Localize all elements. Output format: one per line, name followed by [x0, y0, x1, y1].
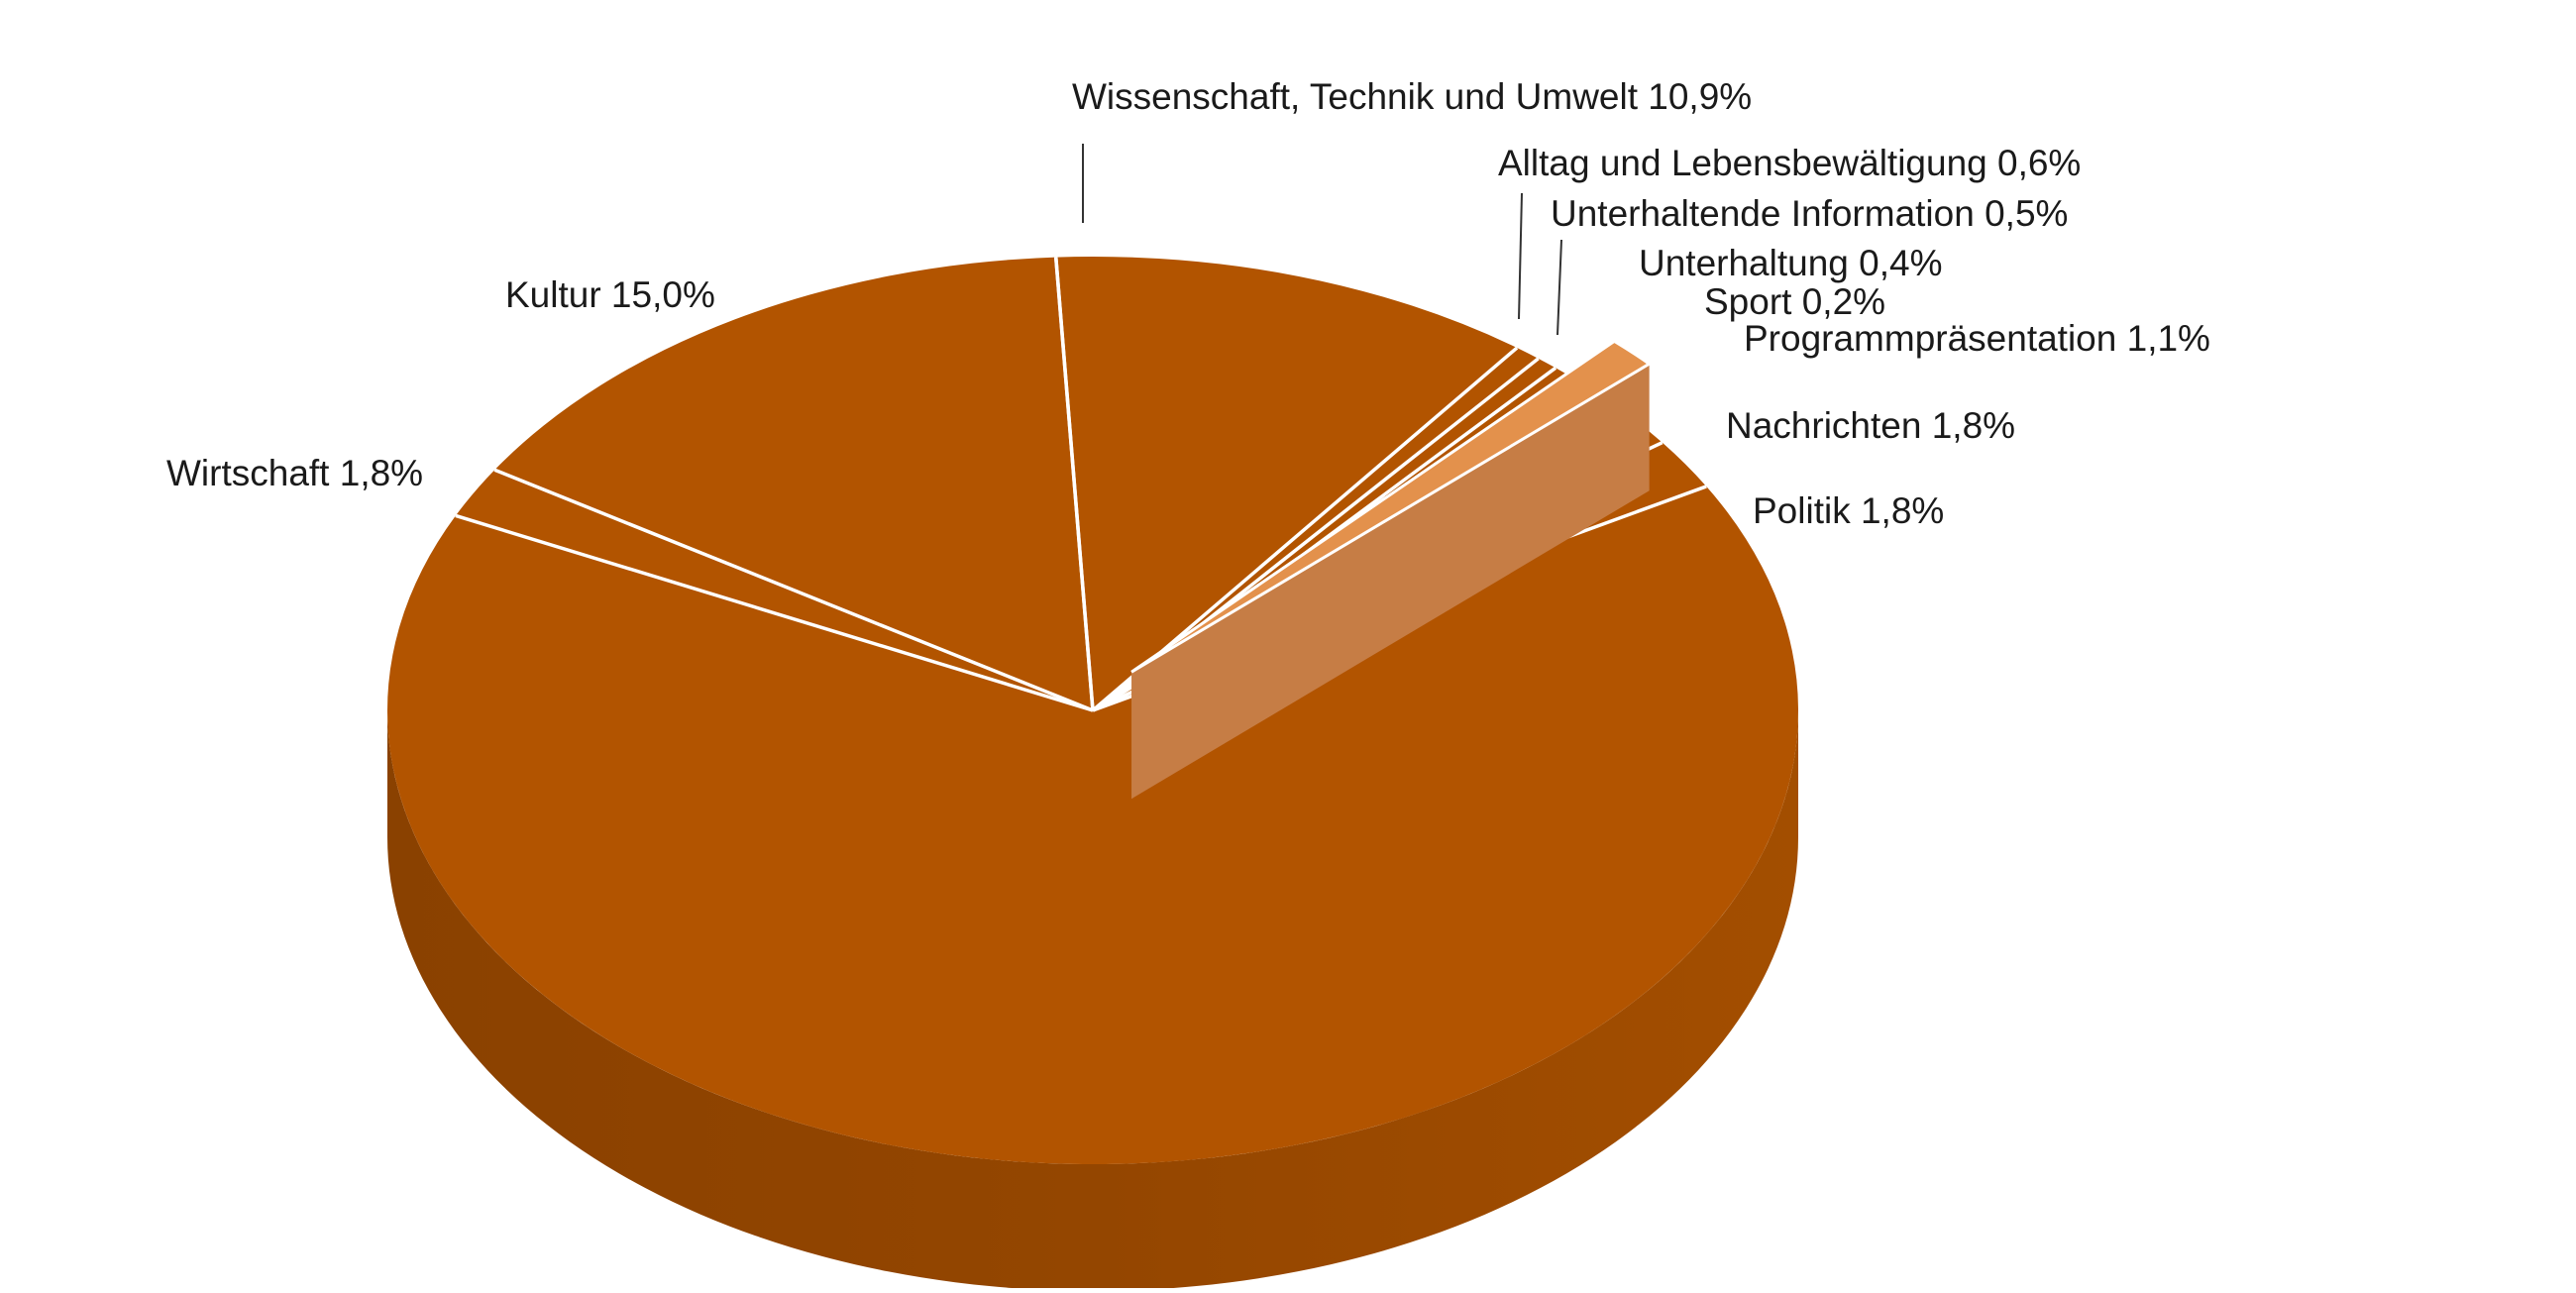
leader-line — [1556, 239, 1562, 336]
pie-slice-10 — [494, 257, 1093, 710]
slice-label-sport: Sport 0,2% — [1704, 281, 1885, 322]
pie-side-wall — [387, 710, 1798, 1291]
slice-labels: Wissenschaft, Technik und Umwelt 10,9% A… — [166, 76, 2210, 531]
slice-divider — [493, 468, 1094, 712]
pie-slice-9 — [455, 470, 1093, 710]
slice-label-kultur: Kultur 15,0% — [505, 274, 715, 315]
leader-lines — [1082, 144, 1562, 336]
slice-divider — [1053, 257, 1095, 711]
slice-label-wissenschaft: Wissenschaft, Technik und Umwelt 10,9% — [1072, 76, 1752, 117]
slice-label-politik: Politik 1,8% — [1753, 490, 1944, 531]
slice-label-alltag: Alltag und Lebensbewältigung 0,6% — [1498, 143, 2081, 183]
pie-slice-1 — [1093, 348, 1539, 710]
pie-slice-5 — [1130, 339, 1653, 674]
slice-label-wirtschaft: Wirtschaft 1,8% — [166, 453, 423, 493]
pie-slice-0 — [1055, 257, 1518, 710]
slice-label-unterhaltung: Unterhaltung 0,4% — [1639, 243, 1942, 283]
pie-slice-8 — [387, 485, 1799, 1164]
slice-label-programmpraesentation: Programmpräsentation 1,1% — [1744, 318, 2210, 359]
exploded-slice — [1130, 339, 1653, 800]
slice-label-nachrichten: Nachrichten 1,8% — [1726, 405, 2015, 446]
leader-line — [1518, 192, 1523, 320]
exploded-slice-side — [1131, 364, 1650, 800]
slice-divider — [455, 513, 1094, 712]
slice-label-unterhaltende-information: Unterhaltende Information 0,5% — [1551, 193, 2068, 234]
